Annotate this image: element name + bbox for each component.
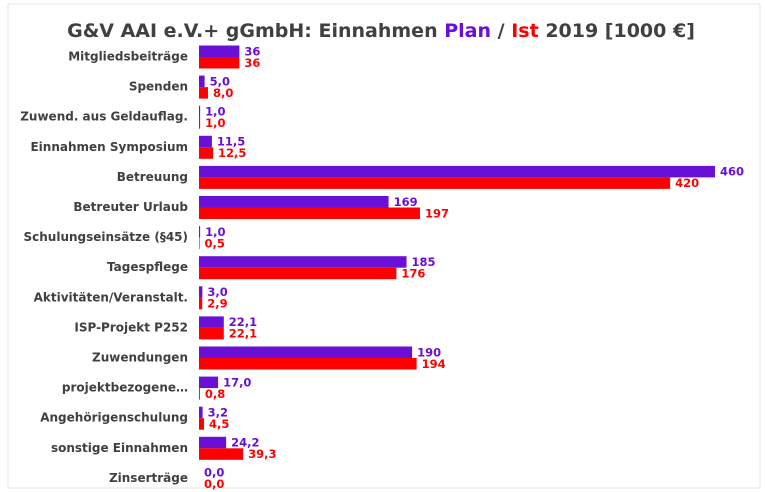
bar <box>199 418 205 430</box>
value-label: 12,5 <box>218 146 246 160</box>
value-label: 36 <box>244 56 260 70</box>
bar <box>199 135 212 148</box>
bar <box>199 267 397 280</box>
value-label: 11,5 <box>217 135 245 149</box>
value-label: 1,0 <box>205 116 225 130</box>
value-label: 0,5 <box>205 236 225 250</box>
bar <box>199 358 417 370</box>
category-label: Schulungseinsätze (§45) <box>23 230 188 244</box>
category-label: sonstige Einnahmen <box>51 441 188 455</box>
bar <box>199 45 240 57</box>
bar <box>199 376 219 389</box>
value-label: 190 <box>417 345 441 359</box>
value-label: 176 <box>401 266 425 280</box>
category-label: projektbezogene… <box>62 381 188 395</box>
category-label: Betreuung <box>117 170 188 184</box>
value-label: 2,9 <box>207 297 227 311</box>
chart-title: G&V AAI e.V.+ gGmbH: Einnahmen Plan / Is… <box>67 20 695 42</box>
value-label: 24,2 <box>231 436 259 450</box>
bar <box>199 316 224 328</box>
value-label: 1,0 <box>205 225 225 239</box>
category-label: Spenden <box>129 80 188 94</box>
category-label: Tagespflege <box>107 260 188 274</box>
value-label: 0,0 <box>204 466 224 480</box>
bar <box>199 207 420 219</box>
value-label: 8,0 <box>213 86 233 100</box>
category-label: Zuwend. aus Geldauflag. <box>20 110 188 124</box>
category-label: Aktivitäten/Veranstalt. <box>34 290 188 304</box>
bar <box>199 226 201 238</box>
value-label: 460 <box>720 165 744 179</box>
bar <box>199 388 200 400</box>
value-label: 194 <box>422 357 446 371</box>
bar <box>199 297 203 310</box>
bar <box>199 256 407 268</box>
title-prefix: G&V AAI e.V.+ gGmbH: Einnahmen <box>67 20 438 42</box>
value-label: 169 <box>394 195 418 209</box>
value-label: 39,3 <box>248 447 276 461</box>
bar <box>199 117 201 129</box>
value-label: 22,1 <box>229 327 257 341</box>
value-label: 22,1 <box>229 315 257 329</box>
value-label: 36 <box>244 44 260 58</box>
bar <box>199 165 715 178</box>
bar <box>199 346 413 358</box>
bar <box>199 237 200 250</box>
value-label: 197 <box>425 206 449 220</box>
category-label: Zinserträge <box>109 471 188 485</box>
bar <box>199 147 214 159</box>
bar <box>199 436 227 449</box>
category-label: Mitgliedsbeiträge <box>68 50 188 64</box>
bar <box>199 75 205 88</box>
bar <box>199 57 240 69</box>
value-label: 0,8 <box>205 387 225 401</box>
value-label: 3,2 <box>208 405 228 419</box>
value-label: 17,0 <box>223 375 251 389</box>
bar <box>199 286 203 298</box>
bar <box>199 448 244 460</box>
legend-plan: Plan <box>444 20 491 42</box>
bar <box>199 196 389 208</box>
category-label: Zuwendungen <box>92 351 188 365</box>
title-separator: / <box>498 20 505 42</box>
bar <box>199 406 203 419</box>
bar <box>199 177 671 189</box>
chart-frame <box>7 3 761 489</box>
category-label: Betreuter Urlaub <box>73 200 188 214</box>
value-label: 3,0 <box>207 285 227 299</box>
bar <box>199 87 208 99</box>
value-label: 1,0 <box>205 104 225 118</box>
category-label: ISP-Projekt P252 <box>74 320 188 334</box>
category-label: Einnahmen Symposium <box>30 140 188 154</box>
category-label: Angehörigenschulung <box>40 411 188 425</box>
value-label: 420 <box>675 176 699 190</box>
title-suffix: 2019 [1000 €] <box>545 20 695 42</box>
value-label: 0,0 <box>204 477 224 491</box>
value-label: 4,5 <box>209 417 229 431</box>
value-label: 5,0 <box>210 74 230 88</box>
value-label: 185 <box>412 255 436 269</box>
bar <box>199 327 224 340</box>
bar <box>199 105 201 118</box>
legend-ist: Ist <box>511 20 538 42</box>
